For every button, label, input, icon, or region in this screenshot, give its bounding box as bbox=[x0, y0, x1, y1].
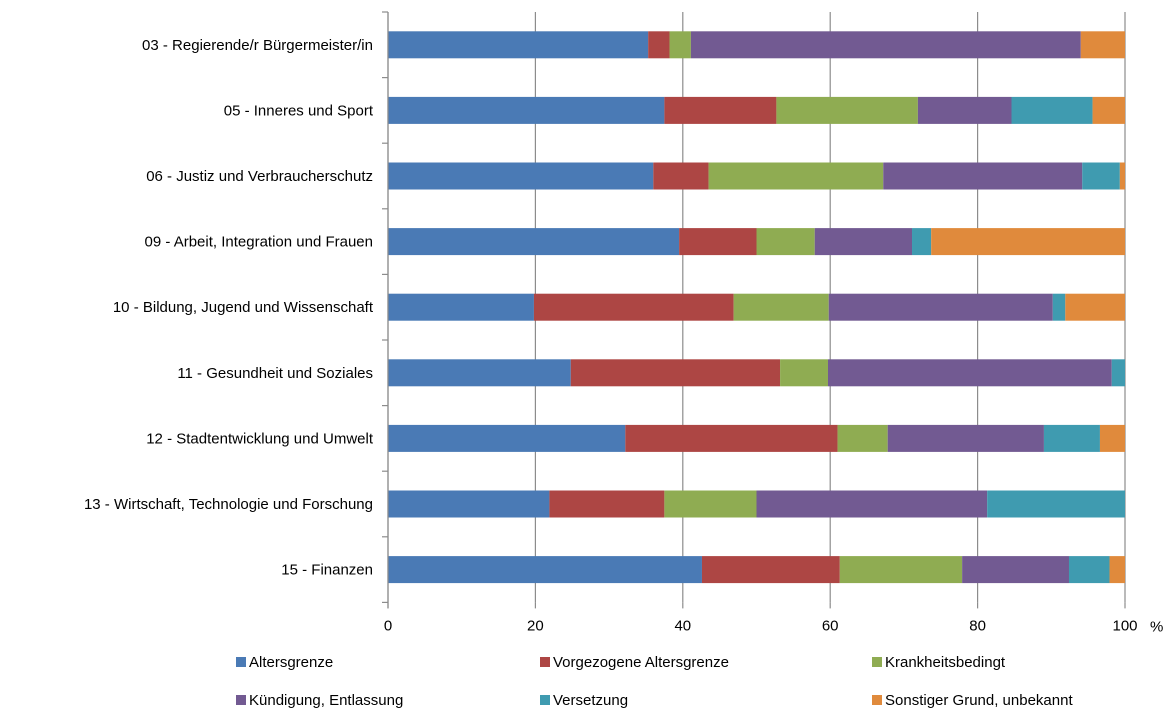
bar-segment bbox=[388, 359, 571, 387]
bar-segment bbox=[648, 31, 670, 59]
bar-segment bbox=[1111, 359, 1125, 387]
category-label: 05 - Inneres und Sport bbox=[224, 102, 374, 119]
bar-segment bbox=[839, 556, 963, 584]
bar-segment bbox=[388, 228, 680, 256]
bar-segment bbox=[388, 490, 550, 518]
x-tick-label: 40 bbox=[674, 617, 691, 634]
bar-segment bbox=[776, 96, 918, 124]
bar-segment bbox=[756, 490, 988, 518]
bar-segment bbox=[917, 96, 1012, 124]
bar-segment bbox=[962, 556, 1069, 584]
bar-segment bbox=[679, 228, 757, 256]
bar-segment bbox=[931, 228, 1125, 256]
bar-segment bbox=[664, 96, 777, 124]
category-label: 10 - Bildung, Jugend und Wissenschaft bbox=[113, 299, 374, 316]
bar-segment bbox=[708, 162, 884, 190]
x-tick-label: 100 bbox=[1112, 617, 1137, 634]
bar-segment bbox=[1119, 162, 1125, 190]
bar-segment bbox=[883, 162, 1083, 190]
x-tick-labels: 0 20 40 60 80 100 bbox=[384, 617, 1138, 634]
category-label: 09 - Arbeit, Integration und Frauen bbox=[145, 234, 373, 251]
x-unit-label: % bbox=[1150, 618, 1163, 635]
bar-segment bbox=[388, 556, 702, 584]
bar-segment bbox=[1068, 556, 1110, 584]
category-label: 06 - Justiz und Verbraucherschutz bbox=[146, 168, 373, 185]
x-tick-label: 20 bbox=[527, 617, 544, 634]
bar-segment bbox=[625, 424, 838, 452]
bar-segment bbox=[1092, 96, 1125, 124]
bar-segment bbox=[733, 293, 829, 321]
legend: Altersgrenze Vorgezogene Altersgrenze Kran… bbox=[236, 654, 1073, 709]
bar-segment bbox=[388, 96, 665, 124]
bar-segment bbox=[756, 228, 815, 256]
bar-segment bbox=[780, 359, 828, 387]
bar-segment bbox=[664, 490, 757, 518]
bar-segment bbox=[1011, 96, 1093, 124]
category-label: 13 - Wirtschaft, Technologie und Forschu… bbox=[84, 496, 373, 513]
bar-segment bbox=[1043, 424, 1100, 452]
bar-segment bbox=[701, 556, 840, 584]
category-label: 11 - Gesundheit und Soziales bbox=[177, 365, 373, 382]
x-tick-label: 0 bbox=[384, 617, 392, 634]
bar-segment bbox=[388, 293, 534, 321]
bar-segment bbox=[388, 424, 626, 452]
category-label: 15 - Finanzen bbox=[281, 562, 373, 579]
x-tick-label: 80 bbox=[969, 617, 986, 634]
bar-segment bbox=[533, 293, 734, 321]
legend-swatch bbox=[540, 657, 550, 667]
bar-segment bbox=[1052, 293, 1066, 321]
legend-label: Vorgezogene Altersgrenze bbox=[553, 654, 729, 671]
bar-segment bbox=[549, 490, 665, 518]
legend-swatch bbox=[872, 695, 882, 705]
legend-swatch bbox=[236, 695, 246, 705]
bar-segment bbox=[887, 424, 1044, 452]
legend-label: Altersgrenze bbox=[249, 654, 333, 671]
bar-segment bbox=[653, 162, 709, 190]
bar-segment bbox=[1099, 424, 1125, 452]
bar-segment bbox=[1065, 293, 1125, 321]
bar-segment bbox=[814, 228, 913, 256]
bar-segment bbox=[987, 490, 1125, 518]
legend-swatch bbox=[872, 657, 882, 667]
bar-segment bbox=[669, 31, 691, 59]
legend-label: Krankheitsbedingt bbox=[885, 654, 1006, 671]
bar-segment bbox=[570, 359, 781, 387]
x-tick-label: 60 bbox=[822, 617, 839, 634]
bar-segment bbox=[912, 228, 932, 256]
bars bbox=[388, 31, 1125, 584]
bar-segment bbox=[388, 162, 654, 190]
bar-segment bbox=[1080, 31, 1125, 59]
bar-segment bbox=[837, 424, 888, 452]
legend-swatch bbox=[236, 657, 246, 667]
bar-segment bbox=[828, 293, 1053, 321]
legend-swatch bbox=[540, 695, 550, 705]
bar-segment bbox=[1082, 162, 1120, 190]
bar-segment bbox=[1109, 556, 1125, 584]
category-label: 12 - Stadtentwicklung und Umwelt bbox=[146, 430, 374, 447]
bar-segment bbox=[827, 359, 1112, 387]
category-label: 03 - Regierende/r Bürgermeister/in bbox=[142, 37, 373, 54]
category-labels: 03 - Regierende/r Bürgermeister/in 05 - I… bbox=[84, 37, 374, 579]
legend-label: Sonstiger Grund, unbekannt bbox=[885, 692, 1073, 709]
legend-label: Kündigung, Entlassung bbox=[249, 692, 403, 709]
bar-segment bbox=[388, 31, 649, 59]
bar-segment bbox=[690, 31, 1081, 59]
legend-label: Versetzung bbox=[553, 692, 628, 709]
axes bbox=[382, 11, 1126, 609]
